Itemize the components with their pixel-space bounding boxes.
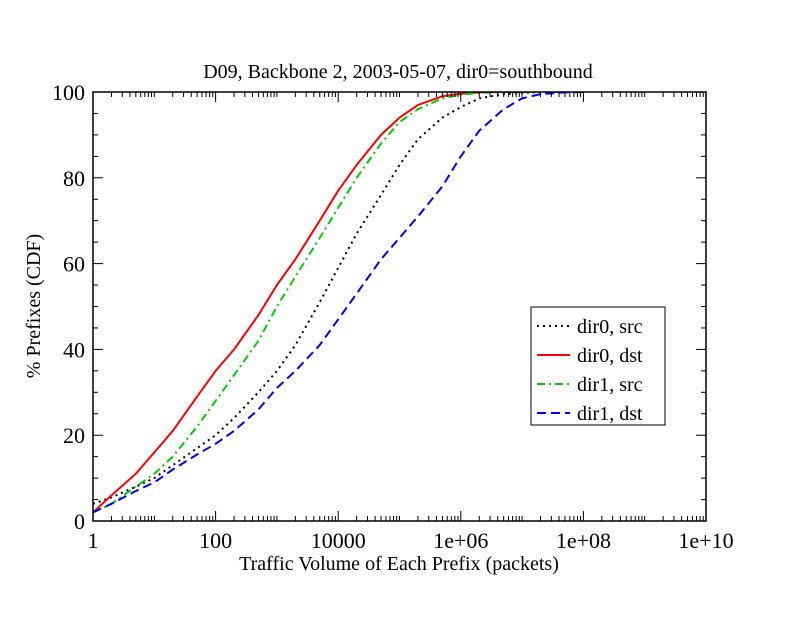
y-tick-label: 40	[63, 337, 85, 362]
legend-box	[530, 306, 666, 426]
x-tick-label: 1	[88, 528, 99, 553]
axis-ticks	[92, 91, 706, 522]
y-tick-label: 60	[63, 252, 85, 277]
legend-label: dir0, src	[577, 316, 643, 338]
series-line	[93, 92, 584, 514]
x-tick-label: 1e+10	[678, 528, 733, 553]
x-tick-label: 10000	[311, 528, 366, 553]
legend-label: dir0, dst	[577, 345, 643, 367]
series-line	[93, 92, 541, 514]
x-tick-labels: 1 100 10000 1e+06 1e+08 1e+10	[88, 528, 734, 553]
legend-label: dir1, dst	[577, 403, 643, 425]
y-tick-label: 100	[52, 80, 85, 105]
series-group	[93, 92, 584, 514]
x-tick-label: 1e+06	[433, 528, 488, 553]
series-line	[93, 92, 565, 505]
x-tick-label: 1e+08	[556, 528, 611, 553]
y-axis-label: % Prefixes (CDF)	[23, 234, 45, 378]
series-line	[93, 92, 523, 514]
x-axis-label: Traffic Volume of Each Prefix (packets)	[239, 553, 559, 575]
legend-label: dir1, src	[577, 374, 643, 396]
chart-title: D09, Backbone 2, 2003-05-07, dir0=southb…	[203, 61, 593, 83]
y-tick-label: 80	[63, 166, 85, 191]
x-tick-label: 100	[199, 528, 232, 553]
legend: dir0, src dir0, dst dir1, src dir1, dst	[530, 306, 666, 426]
y-tick-label: 20	[63, 423, 85, 448]
y-tick-labels: 0 20 40 60 80 100	[52, 80, 85, 534]
y-tick-label: 0	[74, 509, 85, 534]
